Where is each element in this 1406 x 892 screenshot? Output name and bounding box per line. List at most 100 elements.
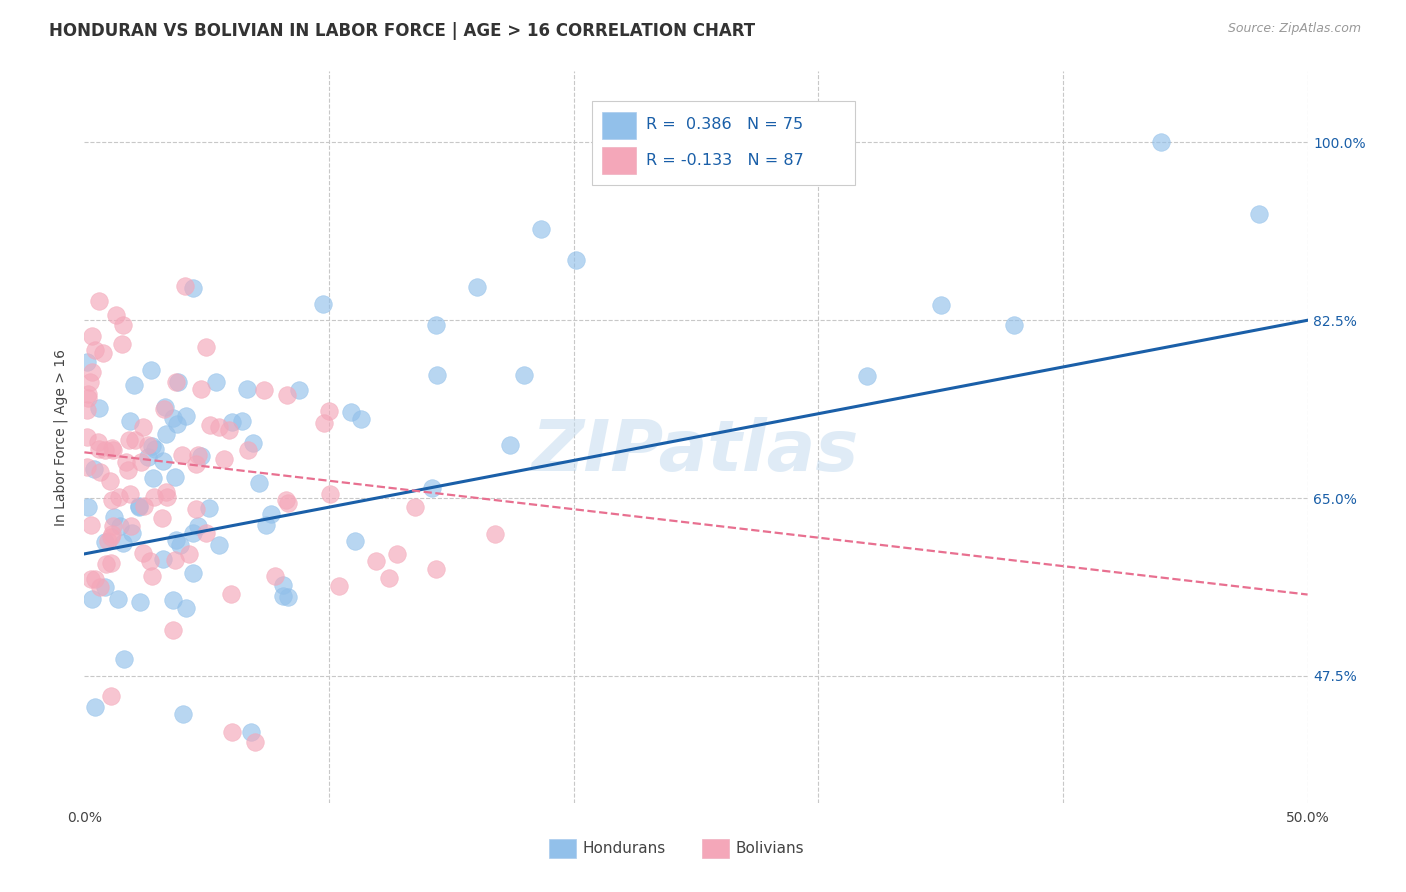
Point — [84, 700, 107, 714]
Point — [165, 553, 187, 567]
Point — [136, 438, 159, 452]
Bar — [602, 146, 636, 175]
Point — [79, 375, 101, 389]
Point — [76, 355, 98, 369]
Bar — [702, 839, 728, 858]
Point — [100, 689, 122, 703]
Point — [243, 735, 266, 749]
Point — [87, 293, 110, 308]
Point — [231, 414, 253, 428]
Point — [128, 499, 150, 513]
Point — [1002, 318, 1025, 333]
Point — [165, 375, 187, 389]
Point — [277, 590, 299, 604]
Point — [76, 387, 98, 401]
Point — [260, 508, 283, 522]
Point — [141, 363, 163, 377]
Point — [277, 496, 299, 510]
Point — [162, 411, 184, 425]
Point — [111, 336, 134, 351]
Point — [112, 652, 135, 666]
Point — [187, 448, 209, 462]
Point — [80, 365, 103, 379]
Text: R = -0.133   N = 87: R = -0.133 N = 87 — [645, 153, 804, 168]
Point — [132, 546, 155, 560]
Point — [111, 318, 134, 332]
Point — [254, 517, 277, 532]
Point — [235, 382, 257, 396]
Point — [98, 475, 121, 489]
Point — [101, 519, 124, 533]
Point — [319, 487, 342, 501]
Point — [404, 500, 426, 515]
Point — [929, 298, 952, 312]
Point — [173, 279, 195, 293]
Point — [420, 481, 443, 495]
Point — [162, 593, 184, 607]
Point — [118, 433, 141, 447]
Point — [274, 492, 297, 507]
Point — [1247, 206, 1270, 220]
Point — [83, 572, 105, 586]
Point — [117, 463, 139, 477]
Point — [134, 499, 156, 513]
Point — [499, 438, 522, 452]
Point — [219, 587, 242, 601]
Point — [166, 417, 188, 431]
Bar — [602, 112, 636, 139]
Point — [181, 281, 204, 295]
Point — [340, 405, 363, 419]
Point — [195, 526, 218, 541]
Point — [101, 526, 124, 541]
Point — [77, 500, 100, 514]
Point — [124, 433, 146, 447]
Point — [271, 589, 294, 603]
Point — [238, 443, 260, 458]
Point — [87, 435, 110, 450]
Point — [107, 591, 129, 606]
Point — [165, 533, 187, 548]
Point — [108, 519, 131, 533]
Point — [425, 318, 447, 333]
Point — [82, 591, 104, 606]
Point — [252, 383, 274, 397]
Point — [425, 561, 447, 575]
Point — [565, 253, 588, 268]
Point — [163, 469, 186, 483]
Point — [465, 279, 488, 293]
Point — [118, 486, 141, 500]
Point — [218, 423, 240, 437]
Point — [132, 420, 155, 434]
Point — [80, 572, 103, 586]
Point — [84, 343, 107, 357]
Point — [89, 580, 111, 594]
Point — [212, 452, 235, 467]
Point — [76, 403, 98, 417]
Point — [172, 707, 194, 722]
Point — [856, 369, 879, 384]
FancyBboxPatch shape — [592, 101, 855, 185]
Point — [111, 536, 134, 550]
Bar — [550, 839, 576, 858]
Point — [263, 569, 285, 583]
Text: R =  0.386   N = 75: R = 0.386 N = 75 — [645, 117, 803, 132]
Point — [187, 519, 209, 533]
Point — [103, 442, 125, 457]
Point — [190, 382, 212, 396]
Point — [152, 453, 174, 467]
Point — [318, 404, 340, 418]
Point — [94, 535, 117, 549]
Point — [108, 491, 131, 505]
Point — [364, 553, 387, 567]
Point — [155, 485, 177, 500]
Point — [162, 623, 184, 637]
Point — [100, 530, 122, 544]
Point — [76, 459, 98, 474]
Point — [378, 571, 401, 585]
Point — [153, 402, 176, 417]
Point — [1150, 136, 1173, 150]
Point — [89, 465, 111, 479]
Point — [271, 577, 294, 591]
Point — [484, 527, 506, 541]
Point — [76, 391, 98, 405]
